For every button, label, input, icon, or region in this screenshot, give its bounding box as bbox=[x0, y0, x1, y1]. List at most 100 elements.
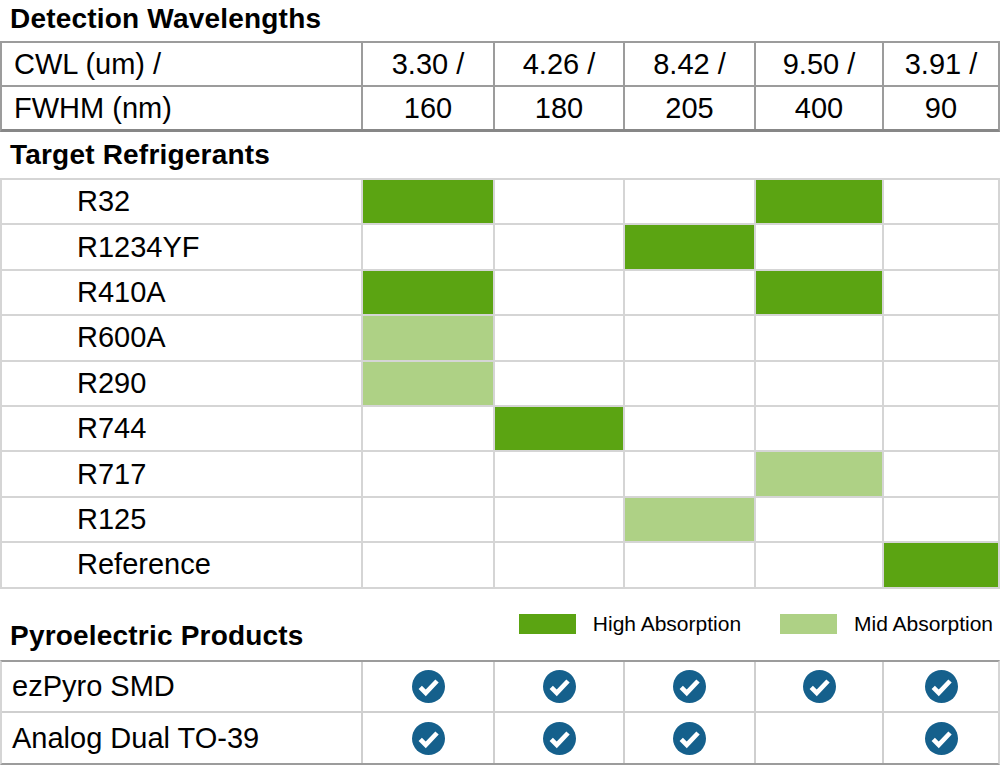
wavelength-header-table: CWL (um) / 3.30 / 4.26 / 8.42 / 9.50 / 3… bbox=[0, 41, 1000, 132]
matrix-empty-cell bbox=[756, 543, 884, 588]
matrix-empty-cell bbox=[625, 543, 756, 588]
mid-absorption-cell bbox=[625, 498, 756, 543]
matrix-empty-cell bbox=[884, 316, 998, 361]
check-icon bbox=[673, 670, 706, 703]
refrigerant-label: R125 bbox=[2, 498, 363, 543]
legend-item-mid: Mid Absorption bbox=[780, 612, 993, 636]
matrix-empty-cell bbox=[363, 498, 495, 543]
check-icon bbox=[925, 670, 958, 703]
high-absorption-cell bbox=[363, 271, 495, 316]
product-supported-cell bbox=[363, 713, 495, 763]
fwhm-value-2: 180 bbox=[495, 87, 625, 129]
cwl-value-1: 3.30 / bbox=[363, 43, 495, 87]
mid-absorption-swatch bbox=[780, 614, 837, 634]
target-refrigerants-title: Target Refrigerants bbox=[10, 139, 270, 171]
cwl-row-label: CWL (um) / bbox=[2, 43, 363, 87]
product-supported-cell bbox=[756, 662, 884, 713]
matrix-empty-cell bbox=[884, 180, 998, 225]
product-supported-cell bbox=[363, 662, 495, 713]
mid-absorption-cell bbox=[756, 452, 884, 497]
matrix-empty-cell bbox=[756, 362, 884, 407]
matrix-empty-cell bbox=[363, 452, 495, 497]
matrix-empty-cell bbox=[625, 271, 756, 316]
matrix-empty-cell bbox=[884, 225, 998, 270]
refrigerant-label: R600A bbox=[2, 316, 363, 361]
refrigerant-label: R410A bbox=[2, 271, 363, 316]
pyroelectric-products-title: Pyroelectric Products bbox=[10, 620, 304, 652]
refrigerant-label: R32 bbox=[2, 180, 363, 225]
check-icon bbox=[543, 722, 576, 755]
matrix-empty-cell bbox=[625, 180, 756, 225]
product-label: Analog Dual TO-39 bbox=[2, 713, 363, 763]
cwl-value-3: 8.42 / bbox=[625, 43, 756, 87]
matrix-empty-cell bbox=[495, 225, 625, 270]
high-absorption-cell bbox=[363, 180, 495, 225]
matrix-empty-cell bbox=[625, 316, 756, 361]
matrix-empty-cell bbox=[495, 543, 625, 588]
fwhm-value-5: 90 bbox=[884, 87, 998, 129]
matrix-empty-cell bbox=[495, 362, 625, 407]
refrigerant-label: R1234YF bbox=[2, 225, 363, 270]
high-absorption-cell bbox=[756, 180, 884, 225]
high-absorption-cell bbox=[756, 271, 884, 316]
check-icon bbox=[412, 722, 445, 755]
refrigerant-absorption-matrix: R32R1234YFR410AR600AR290R744R717R125Refe… bbox=[0, 178, 1000, 589]
product-supported-cell bbox=[495, 662, 625, 713]
matrix-empty-cell bbox=[884, 362, 998, 407]
matrix-empty-cell bbox=[884, 452, 998, 497]
matrix-empty-cell bbox=[495, 316, 625, 361]
matrix-empty-cell bbox=[884, 407, 998, 452]
check-icon bbox=[543, 670, 576, 703]
refrigerant-label: Reference bbox=[2, 543, 363, 588]
matrix-empty-cell bbox=[625, 362, 756, 407]
product-label: ezPyro SMD bbox=[2, 662, 363, 713]
legend-item-high: High Absorption bbox=[519, 612, 741, 636]
matrix-empty-cell bbox=[495, 498, 625, 543]
check-icon bbox=[673, 722, 706, 755]
refrigerant-label: R290 bbox=[2, 362, 363, 407]
fwhm-value-4: 400 bbox=[756, 87, 884, 129]
product-supported-cell bbox=[884, 713, 998, 763]
cwl-value-2: 4.26 / bbox=[495, 43, 625, 87]
high-absorption-cell bbox=[625, 225, 756, 270]
matrix-empty-cell bbox=[756, 316, 884, 361]
detector-selection-sheet: Detection Wavelengths CWL (um) / 3.30 / … bbox=[0, 0, 1000, 770]
matrix-empty-cell bbox=[884, 271, 998, 316]
high-absorption-swatch bbox=[519, 614, 576, 634]
matrix-empty-cell bbox=[625, 452, 756, 497]
refrigerant-label: R717 bbox=[2, 452, 363, 497]
product-supported-cell bbox=[625, 713, 756, 763]
high-absorption-label: High Absorption bbox=[593, 612, 741, 636]
product-supported-cell bbox=[495, 713, 625, 763]
high-absorption-cell bbox=[495, 407, 625, 452]
check-icon bbox=[803, 670, 836, 703]
pyroelectric-products-table: ezPyro SMDAnalog Dual TO-39 bbox=[0, 660, 1000, 765]
fwhm-row-label: FWHM (nm) bbox=[2, 87, 363, 129]
matrix-empty-cell bbox=[625, 407, 756, 452]
matrix-empty-cell bbox=[884, 498, 998, 543]
product-empty-cell bbox=[756, 713, 884, 763]
mid-absorption-label: Mid Absorption bbox=[854, 612, 993, 636]
mid-absorption-cell bbox=[363, 362, 495, 407]
check-icon bbox=[925, 722, 958, 755]
product-supported-cell bbox=[625, 662, 756, 713]
matrix-empty-cell bbox=[363, 543, 495, 588]
cwl-value-5: 3.91 / bbox=[884, 43, 998, 87]
check-icon bbox=[412, 670, 445, 703]
detection-wavelengths-title: Detection Wavelengths bbox=[10, 3, 321, 35]
matrix-empty-cell bbox=[495, 180, 625, 225]
matrix-empty-cell bbox=[756, 407, 884, 452]
matrix-empty-cell bbox=[363, 407, 495, 452]
high-absorption-cell bbox=[884, 543, 998, 588]
matrix-empty-cell bbox=[363, 225, 495, 270]
matrix-empty-cell bbox=[756, 225, 884, 270]
matrix-empty-cell bbox=[756, 498, 884, 543]
fwhm-value-1: 160 bbox=[363, 87, 495, 129]
fwhm-value-3: 205 bbox=[625, 87, 756, 129]
product-supported-cell bbox=[884, 662, 998, 713]
mid-absorption-cell bbox=[363, 316, 495, 361]
matrix-empty-cell bbox=[495, 271, 625, 316]
cwl-value-4: 9.50 / bbox=[756, 43, 884, 87]
matrix-empty-cell bbox=[495, 452, 625, 497]
refrigerant-label: R744 bbox=[2, 407, 363, 452]
